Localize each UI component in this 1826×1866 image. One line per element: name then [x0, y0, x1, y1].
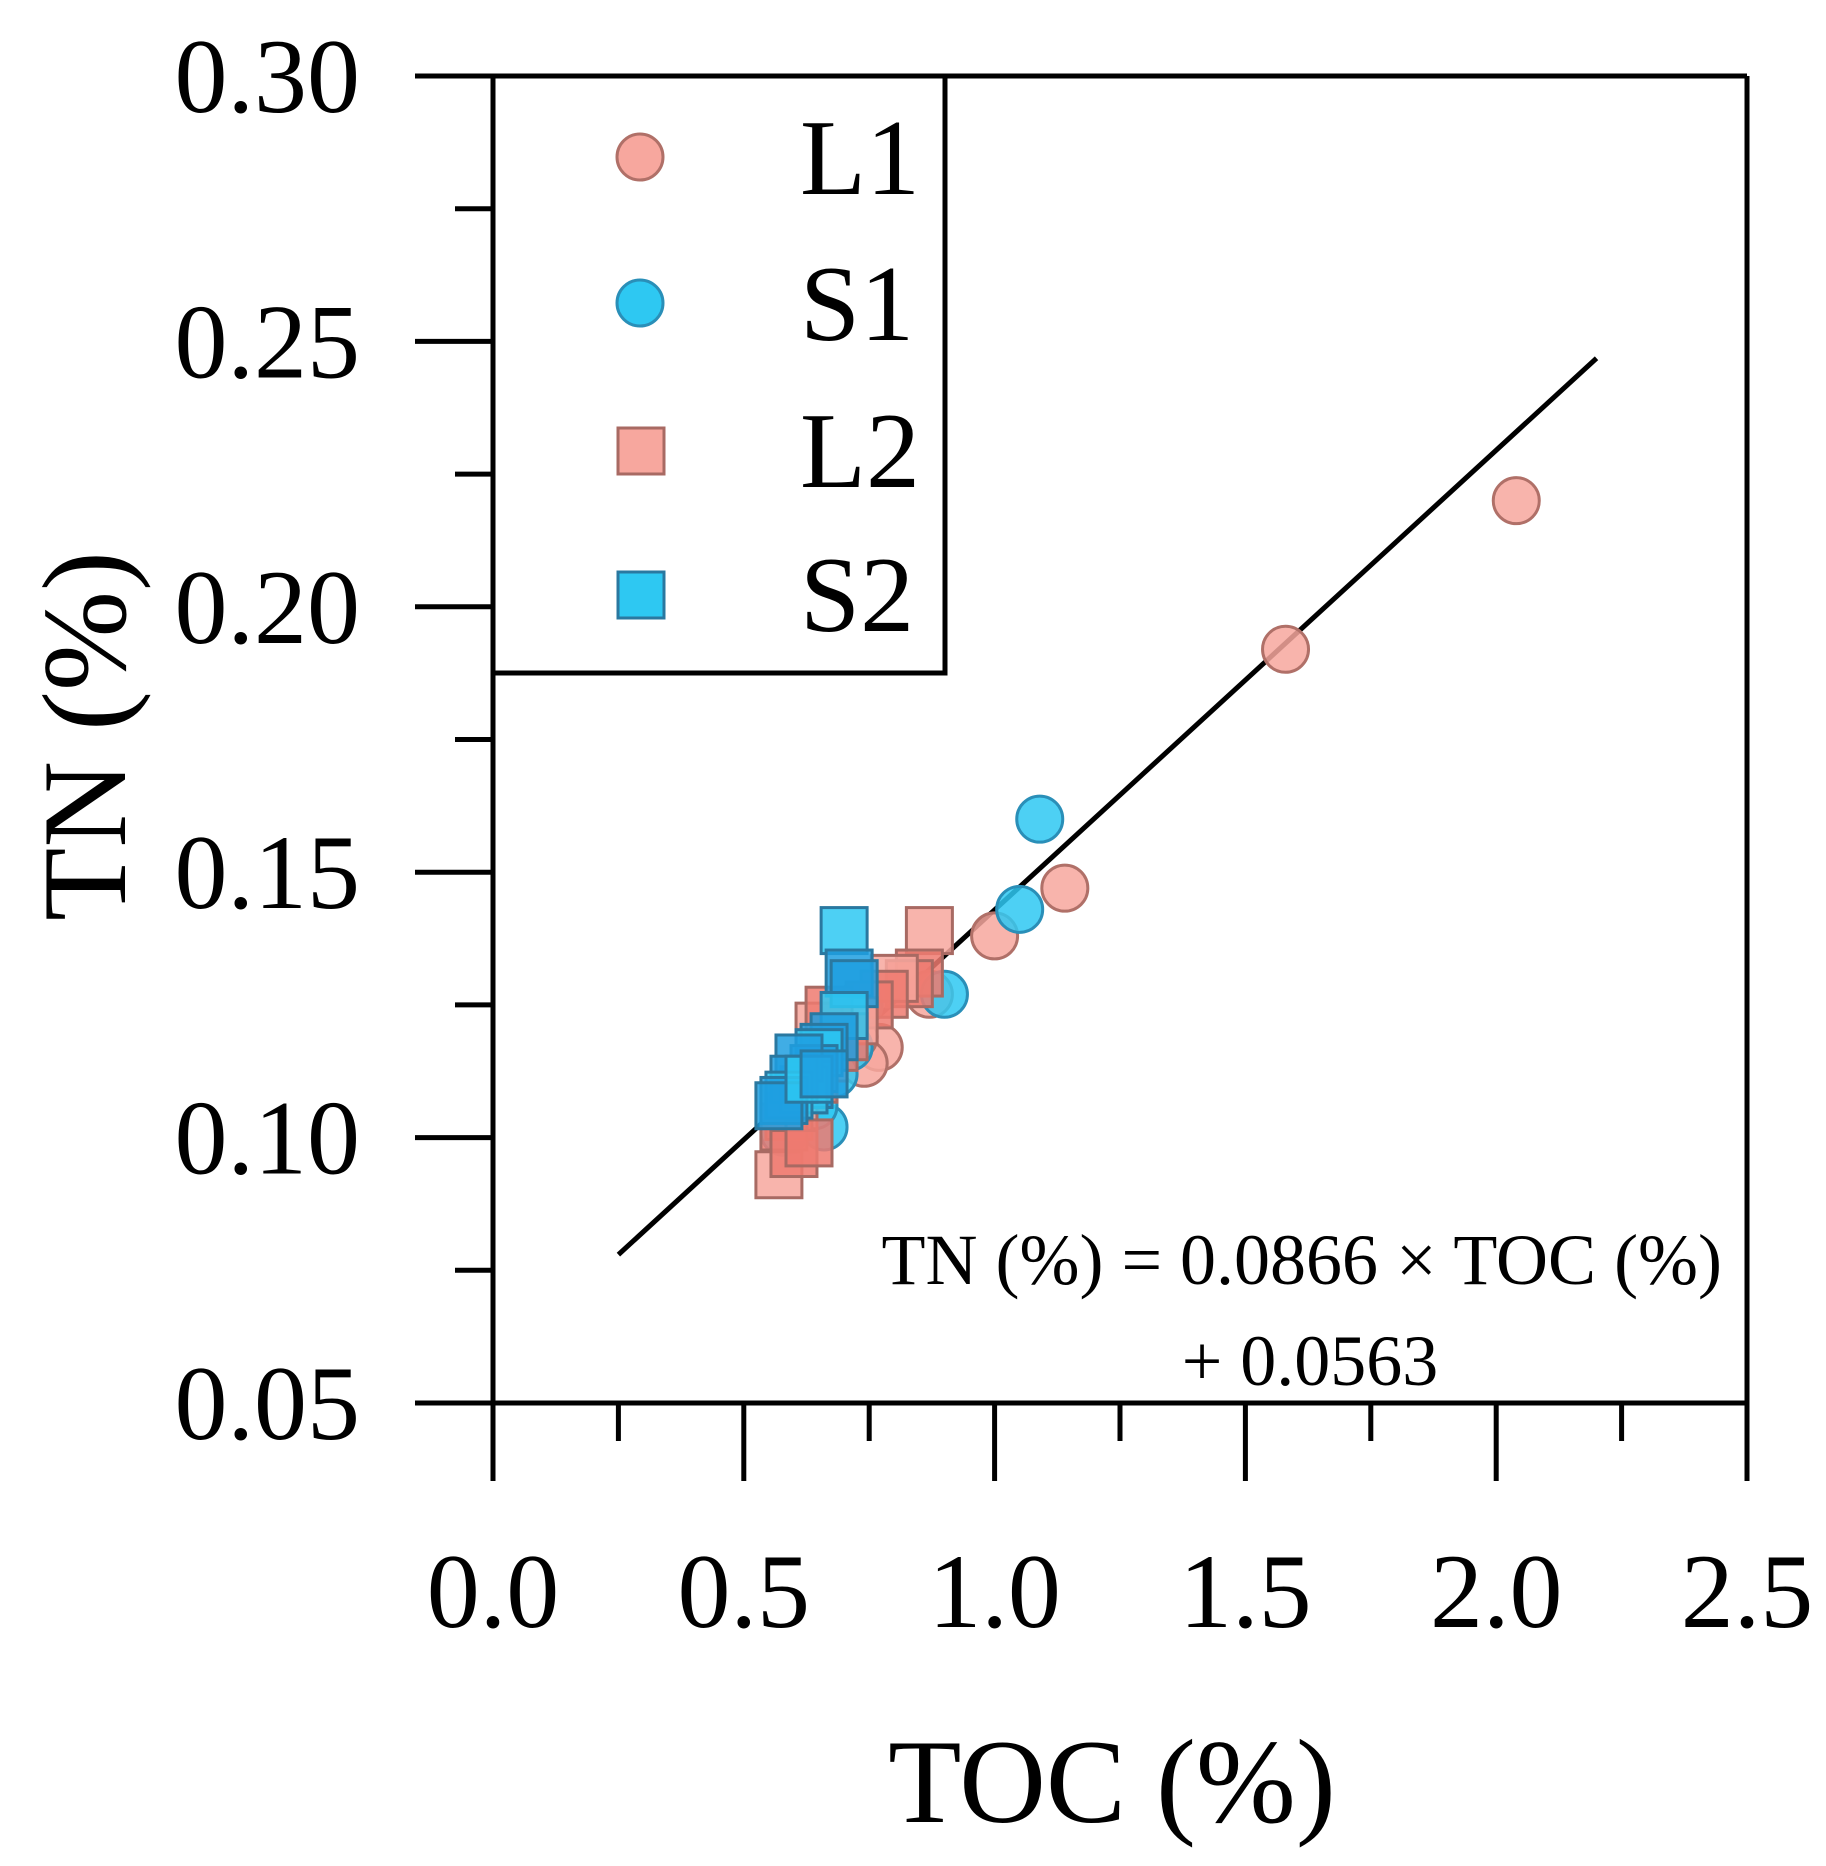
legend: L1 S1 L2 S2: [490, 73, 948, 676]
x-tick-label: 0.0: [427, 1533, 560, 1650]
x-tick-label: 0.5: [678, 1533, 811, 1650]
legend-marker-s1: [615, 278, 665, 328]
legend-marker-l2: [616, 426, 666, 476]
point-s2: [819, 906, 869, 956]
y-axis-title: TN (%): [18, 551, 151, 921]
point-l1: [1261, 624, 1311, 674]
legend-label-l2: L2: [800, 392, 920, 511]
legend-label-s1: S1: [800, 245, 914, 364]
y-tick-label: 0.25: [175, 283, 361, 400]
y-tick-label: 0.20: [175, 549, 361, 666]
legend-box: [490, 73, 948, 676]
point-l2: [904, 906, 954, 956]
y-tick-label: 0.15: [175, 814, 361, 931]
legend-marker-s2: [616, 570, 666, 620]
y-ticks-group: 0.30 0.25 0.20 0.15 0.10 0.05: [175, 18, 493, 1462]
point-s1: [1015, 794, 1065, 844]
x-tick-label: 1.0: [928, 1533, 1061, 1650]
legend-marker-l1: [615, 132, 665, 182]
point-s2: [754, 1081, 804, 1131]
point-s2: [799, 1049, 849, 1099]
x-tick-label: 1.5: [1179, 1533, 1312, 1650]
equation-line-1: TN (%) = 0.0866 × TOC (%): [882, 1220, 1722, 1300]
x-tick-label: 2.0: [1430, 1533, 1563, 1650]
data-points-group: [754, 476, 1541, 1200]
x-axis-title: TOC (%): [888, 1715, 1336, 1848]
y-tick-label: 0.05: [175, 1345, 361, 1462]
point-s1: [995, 884, 1045, 934]
y-tick-label: 0.10: [175, 1080, 361, 1197]
legend-label-s2: S2: [800, 536, 914, 655]
equation-line-2: + 0.0563: [1182, 1321, 1439, 1401]
legend-label-l1: L1: [800, 99, 920, 218]
x-tick-label: 2.5: [1681, 1533, 1814, 1650]
point-l1: [1491, 476, 1541, 526]
y-tick-label: 0.30: [175, 18, 361, 135]
point-l1: [1040, 863, 1090, 913]
x-ticks-group: 0.0 0.5 1.0 1.5 2.0 2.5: [427, 1403, 1814, 1650]
point-l2: [784, 1118, 834, 1168]
